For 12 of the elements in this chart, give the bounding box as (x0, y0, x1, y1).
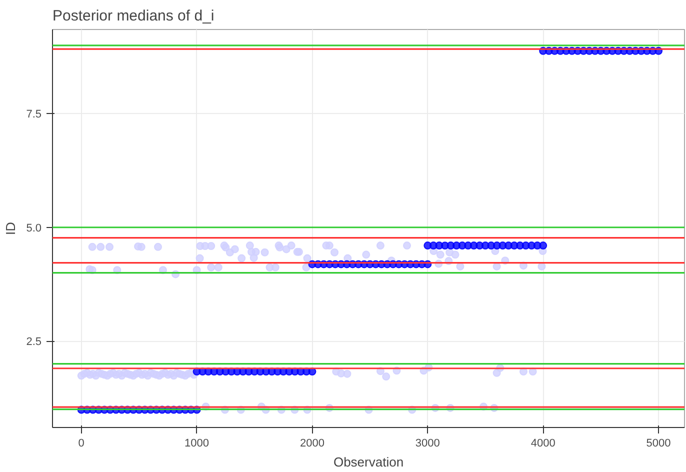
y-tick-label: 7.5 (26, 108, 42, 121)
x-tick-label: 3000 (415, 438, 440, 450)
x-tick-label: 1000 (184, 438, 210, 450)
y-axis-title: ID (3, 222, 18, 235)
x-tick-label: 4000 (530, 438, 556, 450)
chart-title: Posterior medians of d_i (52, 8, 214, 24)
x-tick-label: 2000 (300, 438, 324, 450)
y-tick-label: 2.5 (26, 336, 42, 348)
x-tick-label: 0 (78, 438, 84, 450)
x-axis-title: Observation (333, 454, 404, 470)
y-tick-label: 5.0 (26, 222, 42, 234)
x-tick-label: 5000 (646, 438, 671, 450)
